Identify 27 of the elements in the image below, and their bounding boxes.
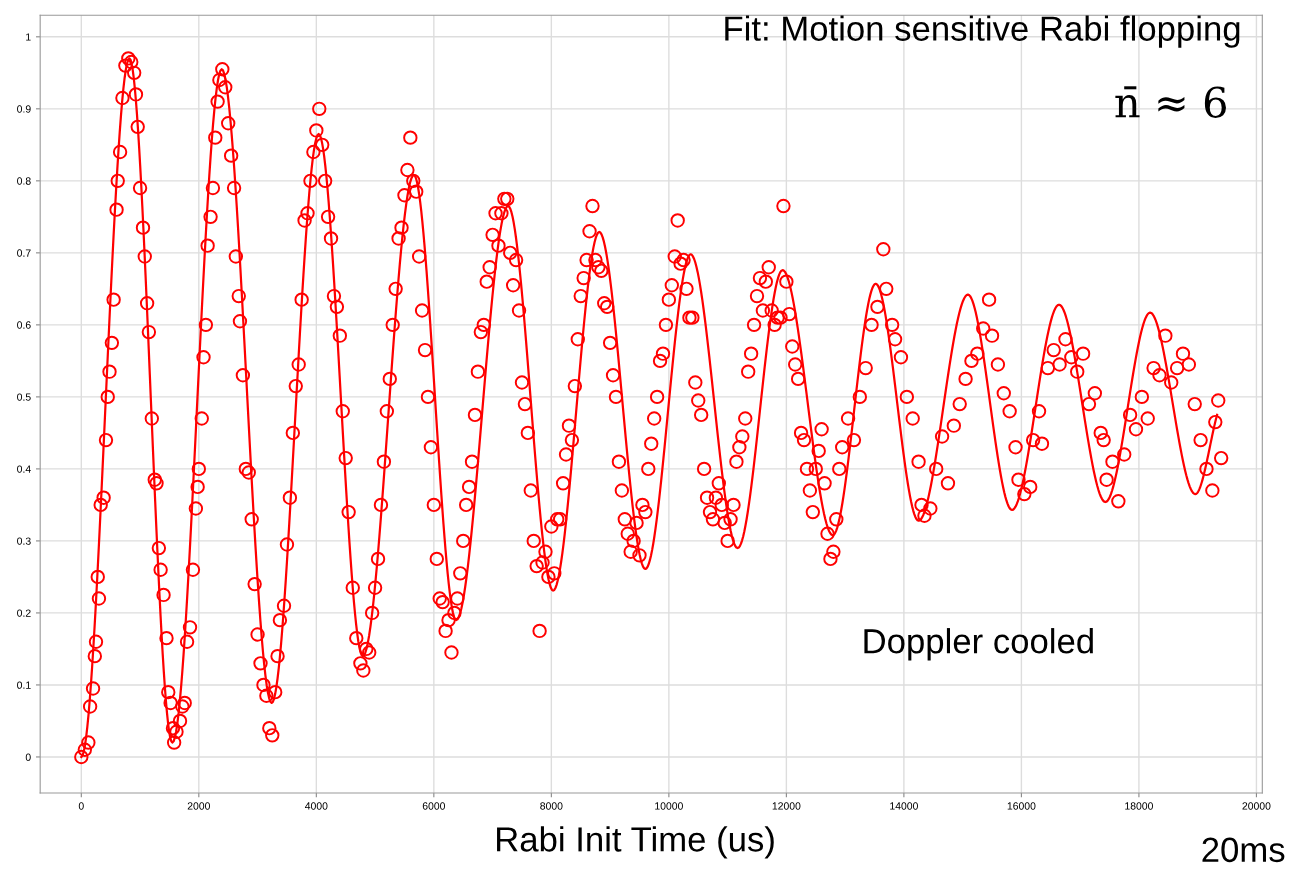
- x-tick-label: 10000: [655, 802, 683, 810]
- y-tick-label: 0.9: [17, 105, 31, 113]
- y-tick-label: 0: [25, 753, 31, 761]
- x-tick-label: 20000: [1242, 802, 1271, 810]
- x-tick-label: 6000: [422, 802, 446, 810]
- annotation: Doppler cooled: [864, 628, 1093, 661]
- x-tick-label: 2000: [187, 802, 210, 810]
- y-tick-label: 0.3: [17, 537, 31, 545]
- text: 20ms: [1202, 837, 1285, 863]
- y-tick-label: 0.5: [17, 393, 31, 401]
- x-tick-label: 8000: [540, 802, 563, 810]
- y-tick-label: 0.6: [17, 321, 31, 329]
- y-tick-label: 1: [26, 33, 31, 41]
- y-tick-label: 0.4: [17, 465, 31, 473]
- y-tick-label: 0.1: [17, 681, 31, 689]
- x-tick-label: 14000: [890, 802, 918, 810]
- y-tick-label: 0.7: [17, 249, 31, 257]
- x-tick-label: 16000: [1007, 802, 1036, 810]
- annotation: Fit: Motion sensitive Rabi flopping: [725, 15, 1240, 48]
- x-tick-label: 0: [78, 802, 84, 810]
- x-tick-label: 4000: [304, 802, 328, 810]
- x-tick-label: 18000: [1125, 802, 1153, 810]
- y-tick-label: 0.2: [17, 609, 31, 617]
- annotation: n̄ ≈ 6: [1115, 86, 1226, 118]
- y-tick-label: 0.8: [17, 177, 31, 185]
- x-tick-label: 12000: [772, 802, 801, 810]
- x-axis-title: Rabi Init Time (us): [497, 826, 774, 859]
